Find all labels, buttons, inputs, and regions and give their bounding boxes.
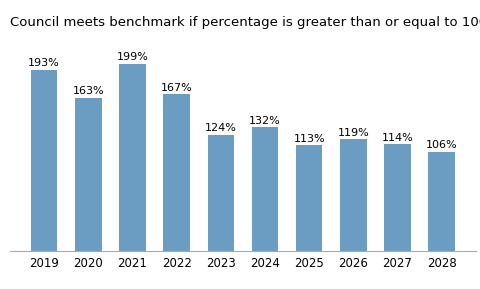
Bar bbox=[295, 145, 322, 251]
Text: 132%: 132% bbox=[249, 116, 280, 126]
Bar bbox=[75, 98, 101, 251]
Text: 199%: 199% bbox=[116, 53, 148, 62]
Text: 106%: 106% bbox=[425, 140, 456, 150]
Bar bbox=[163, 94, 190, 251]
Bar bbox=[339, 139, 366, 251]
Text: 124%: 124% bbox=[204, 123, 236, 133]
Text: Council meets benchmark if percentage is greater than or equal to 100%: Council meets benchmark if percentage is… bbox=[10, 16, 480, 29]
Bar bbox=[428, 151, 454, 251]
Bar bbox=[251, 127, 277, 251]
Bar bbox=[119, 64, 145, 251]
Text: 163%: 163% bbox=[72, 86, 104, 97]
Bar bbox=[31, 70, 57, 251]
Text: 167%: 167% bbox=[160, 83, 192, 93]
Bar bbox=[207, 135, 234, 251]
Text: 113%: 113% bbox=[293, 134, 324, 144]
Text: 193%: 193% bbox=[28, 58, 60, 68]
Bar bbox=[384, 144, 410, 251]
Text: 114%: 114% bbox=[381, 133, 413, 142]
Text: 119%: 119% bbox=[337, 128, 369, 138]
